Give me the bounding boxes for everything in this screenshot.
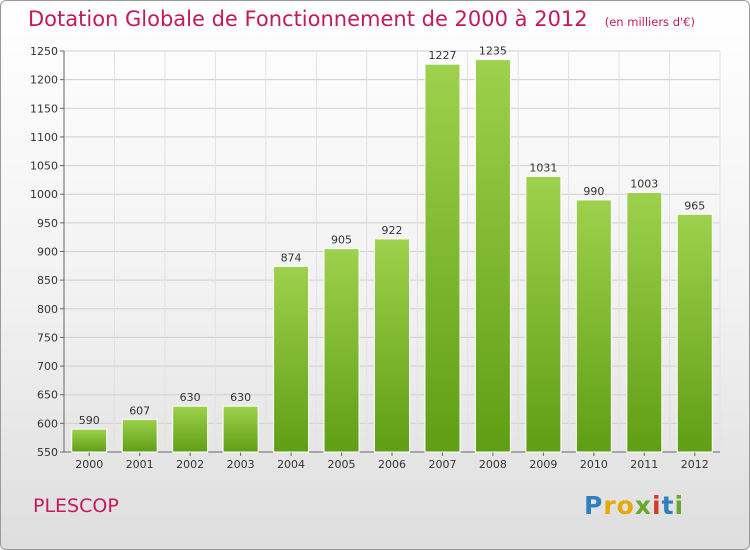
y-tick-label: 950: [37, 217, 58, 230]
x-tick-label-2010: 2010: [580, 458, 608, 471]
bar-2000: [71, 428, 108, 453]
y-tick-label: 1100: [30, 131, 58, 144]
y-tick-label: 800: [37, 303, 58, 316]
chart-subtitle: (en milliers d'€): [604, 15, 695, 29]
x-tick-label-2001: 2001: [126, 458, 154, 471]
x-tick-label-2006: 2006: [378, 458, 406, 471]
y-tick-label: 1000: [30, 188, 58, 201]
value-label-2000: 590: [79, 414, 100, 427]
value-label-2003: 630: [230, 391, 251, 404]
commune-name: PLESCOP: [33, 495, 119, 517]
labels: 550 600 650 700 750 800 850 900 950 1000 1050 1100 1…: [30, 45, 709, 471]
bar-2002: [172, 405, 209, 453]
x-tick-label-2000: 2000: [75, 458, 103, 471]
chart-title: Dotation Globale de Fonctionnement de 20…: [28, 7, 588, 31]
bar-2012: [676, 213, 713, 453]
y-tick-label: 550: [37, 446, 58, 459]
y-tick-label: 1250: [30, 45, 58, 58]
value-label-2006: 922: [382, 224, 403, 237]
value-label-2005: 905: [331, 234, 352, 247]
x-tick-label-2003: 2003: [227, 458, 255, 471]
y-tick-label: 650: [37, 389, 58, 402]
value-label-2002: 630: [180, 391, 201, 404]
y-tick-label: 1150: [30, 102, 58, 115]
y-tick-label: 700: [37, 360, 58, 373]
bar-2005: [323, 248, 360, 453]
value-label-2004: 874: [281, 251, 302, 264]
value-label-2010: 990: [583, 185, 604, 198]
value-label-2011: 1003: [630, 177, 658, 190]
proxiti-logo: Proxiti: [584, 491, 685, 520]
value-label-2001: 607: [129, 404, 150, 417]
value-label-2008: 1235: [479, 45, 507, 58]
x-tick-label-2011: 2011: [630, 458, 658, 471]
x-tick-label-2007: 2007: [428, 458, 456, 471]
bar-2006: [374, 238, 410, 453]
bar-2001: [121, 418, 158, 453]
x-tick-label-2005: 2005: [328, 458, 356, 471]
x-tick-label-2008: 2008: [479, 458, 507, 471]
y-tick-label: 1200: [30, 74, 58, 87]
bar-2003: [222, 405, 259, 453]
bar-2007: [424, 63, 461, 453]
value-label-2007: 1227: [428, 49, 456, 62]
y-tick-label: 850: [37, 274, 58, 287]
value-label-2009: 1031: [529, 161, 557, 174]
bar-2004: [273, 265, 310, 453]
x-tick-label-2002: 2002: [176, 458, 204, 471]
x-tick-label-2009: 2009: [529, 458, 557, 471]
bars: [71, 59, 713, 453]
x-tick-label-2012: 2012: [681, 458, 709, 471]
y-tick-label: 750: [37, 331, 58, 344]
bar-2009: [525, 175, 562, 453]
y-tick-label: 1050: [30, 160, 58, 173]
bar-2010: [575, 199, 612, 453]
x-tick-label-2004: 2004: [277, 458, 305, 471]
chart-title-block: Dotation Globale de Fonctionnement de 20…: [28, 7, 695, 31]
y-tick-label: 900: [37, 246, 58, 259]
bar-2008: [474, 59, 511, 453]
y-tick-label: 600: [37, 417, 58, 430]
value-label-2012: 965: [684, 199, 705, 212]
bar-2011: [626, 191, 663, 453]
